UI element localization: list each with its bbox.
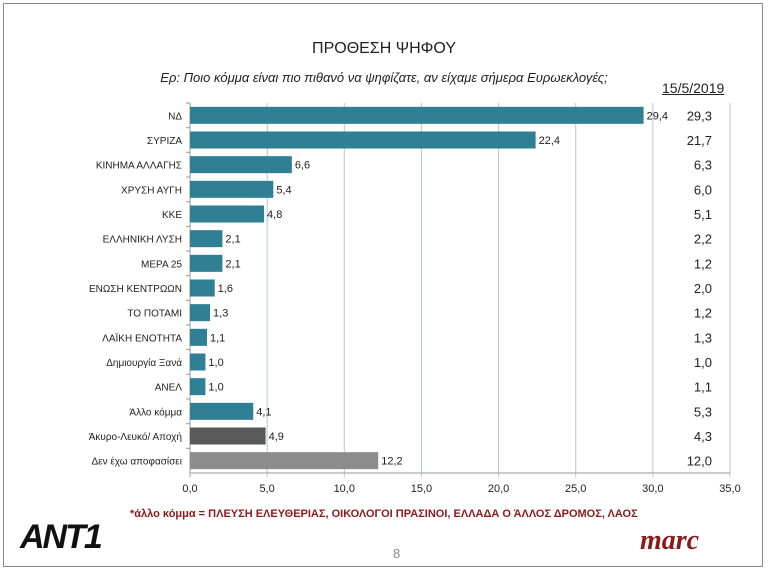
bar [190, 106, 644, 124]
data-label: 12,2 [381, 456, 402, 468]
comparison-value: 1,2 [694, 306, 712, 321]
x-tick-label: 25,0 [565, 483, 586, 495]
bar [190, 131, 536, 149]
category-label: ΛΑΪΚΗ ΕΝΟΤΗΤΑ [102, 332, 182, 344]
x-tick-label: 30,0 [642, 483, 663, 495]
bar [190, 254, 223, 272]
comparison-value: 5,3 [694, 404, 712, 419]
bar [190, 180, 274, 198]
category-label: ΜΕΡΑ 25 [141, 259, 182, 270]
category-label: ΕΝΩΣΗ ΚΕΝΤΡΩΩΝ [89, 284, 182, 295]
category-label: Δημιουργία Ξανά [106, 357, 182, 369]
category-label: Άκυρο-Λευκό/ Αποχή [89, 431, 182, 443]
category-label: ΚΙΝΗΜΑ ΑΛΛΑΓΗΣ [96, 161, 182, 172]
x-tick-label: 20,0 [488, 483, 509, 495]
data-label: 1,0 [208, 382, 223, 394]
data-label: 1,1 [210, 332, 225, 344]
slide-frame [3, 3, 763, 567]
category-label: ΧΡΥΣΗ ΑΥΓΗ [121, 185, 182, 196]
data-label: 2,1 [225, 258, 240, 270]
data-label: 4,9 [269, 431, 284, 443]
data-label: 4,8 [267, 209, 282, 221]
data-label: 1,3 [213, 308, 228, 320]
comparison-value: 6,3 [694, 158, 712, 173]
marc-logo: marc [640, 525, 700, 556]
bar [190, 279, 215, 297]
comparison-value: 6,0 [694, 182, 712, 197]
category-label: ΝΔ [168, 111, 182, 122]
comparison-value: 1,0 [694, 355, 712, 370]
data-label: 4,1 [256, 406, 271, 418]
bar [190, 452, 379, 470]
bar [190, 328, 207, 346]
comparison-value: 21,7 [687, 133, 712, 148]
comparison-value: 1,3 [694, 330, 712, 345]
data-label: 29,4 [647, 110, 668, 122]
category-label: Άλλο κόμμα [129, 406, 182, 418]
category-label: ΣΥΡΙΖΑ [147, 136, 182, 147]
comparison-value: 2,0 [694, 281, 712, 296]
x-tick-label: 5,0 [259, 483, 274, 495]
bar [190, 230, 223, 248]
data-label: 5,4 [276, 184, 291, 196]
comparison-value: 4,3 [694, 429, 712, 444]
data-label: 6,6 [295, 160, 310, 172]
comparison-value: 2,2 [694, 232, 712, 247]
bar [190, 205, 265, 223]
chart-subtitle: Ερ: Ποιο κόμμα είναι πιο πιθανό να ψηφίζ… [160, 70, 608, 85]
x-tick-label: 0,0 [182, 483, 197, 495]
category-label: ΕΛΛΗΝΙΚΗ ΛΥΣΗ [103, 235, 182, 246]
comparison-header: 15/5/2019 [662, 80, 725, 96]
bar [190, 156, 292, 174]
footnote: *άλλο κόμμα = ΠΛΕΥΣΗ ΕΛΕΥΘΕΡΙΑΣ, ΟΙΚΟΛΟΓ… [130, 508, 638, 520]
x-tick-label: 15,0 [411, 483, 432, 495]
comparison-value: 1,2 [694, 256, 712, 271]
category-label: Δεν έχω αποφασίσει [91, 456, 182, 468]
data-label: 1,6 [218, 283, 233, 295]
bar [190, 378, 206, 396]
chart-title: ΠΡΟΘΕΣΗ ΨΗΦΟΥ [312, 40, 456, 57]
x-tick-label: 35,0 [719, 483, 740, 495]
data-label: 2,1 [225, 234, 240, 246]
comparison-value: 29,3 [687, 108, 712, 123]
comparison-value: 5,1 [694, 207, 712, 222]
category-label: ΚΚΕ [162, 210, 182, 221]
category-label: ΤΟ ΠΟΤΑΜΙ [127, 309, 182, 320]
category-label: ΑΝΕΛ [155, 383, 183, 394]
page-number: 8 [393, 546, 401, 561]
ant1-logo: ANT1 [20, 518, 103, 556]
comparison-value: 12,0 [687, 454, 712, 469]
x-tick-label: 10,0 [334, 483, 355, 495]
comparison-value: 1,1 [694, 380, 712, 395]
bar [190, 353, 206, 371]
bar [190, 402, 254, 420]
data-label: 1,0 [208, 357, 223, 369]
bar [190, 427, 266, 445]
bar [190, 304, 211, 322]
data-label: 22,4 [539, 135, 560, 147]
